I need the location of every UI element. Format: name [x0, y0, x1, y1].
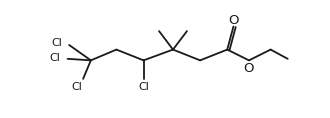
Text: Cl: Cl [50, 53, 61, 63]
Text: Cl: Cl [72, 82, 82, 92]
Text: Cl: Cl [51, 38, 62, 48]
Text: O: O [228, 14, 239, 27]
Text: Cl: Cl [138, 82, 149, 92]
Text: O: O [244, 62, 254, 75]
